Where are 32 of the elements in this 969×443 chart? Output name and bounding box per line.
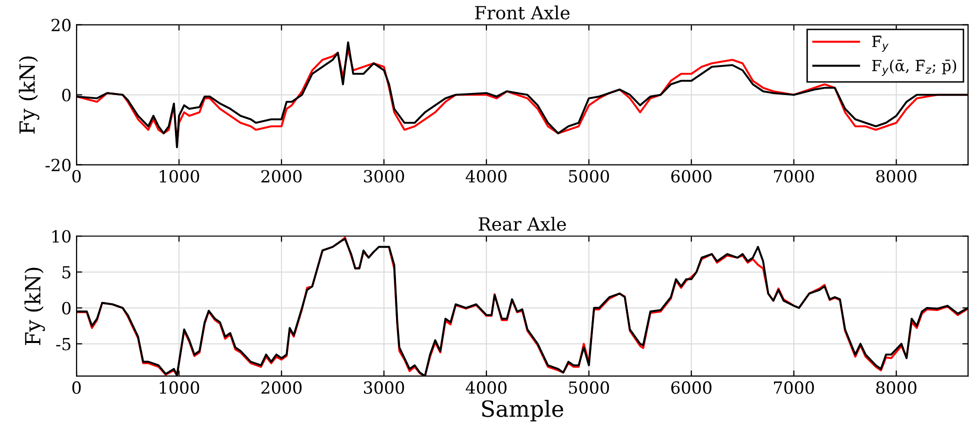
- x-tick-label: 8000: [876, 381, 916, 394]
- x-tick-label: 0: [72, 381, 81, 394]
- x-tick-label: 1000: [160, 381, 200, 394]
- x-tick-label: 7000: [774, 381, 814, 394]
- y-tick-label: 10: [52, 230, 71, 243]
- y-tick-label: -5: [56, 338, 70, 350]
- y-axis-title: Fy (kN): [24, 268, 45, 345]
- x-tick-label: 4000: [466, 170, 507, 183]
- x-tick-label: 6000: [671, 170, 712, 183]
- y-axis-title: Fy (kN): [18, 56, 40, 134]
- x-tick-label: 7000: [774, 170, 814, 183]
- x-tick-label: 1000: [160, 170, 200, 183]
- x-tick-label: 0: [72, 170, 81, 183]
- y-tick-label: 0: [62, 302, 71, 314]
- x-tick-label: 5000: [569, 170, 609, 183]
- x-tick-label: 2000: [261, 381, 302, 394]
- y-tick-label: 20: [52, 18, 71, 32]
- y-tick-label: 5: [62, 266, 70, 279]
- x-tick-label: 4000: [466, 381, 507, 394]
- x-tick-label: 3000: [364, 170, 404, 183]
- y-tick-label: 0: [62, 88, 71, 102]
- legend-label: F$_{y}$(ᾱ, F̄$_{z}$; p̄): [872, 59, 956, 76]
- x-tick-label: 2000: [261, 170, 302, 183]
- x-tick-label: 6000: [671, 381, 712, 394]
- y-tick-label: -20: [46, 158, 71, 172]
- x-tick-label: 3000: [364, 381, 404, 394]
- x-tick-label: 5000: [569, 381, 609, 394]
- x-tick-label: 8000: [876, 170, 916, 183]
- chart-title: Rear Axle: [478, 216, 566, 231]
- chart-title: Front Axle: [475, 6, 570, 20]
- x-axis-title: Sample: [482, 400, 564, 422]
- legend-label: F̄$_{y}$: [872, 36, 889, 52]
